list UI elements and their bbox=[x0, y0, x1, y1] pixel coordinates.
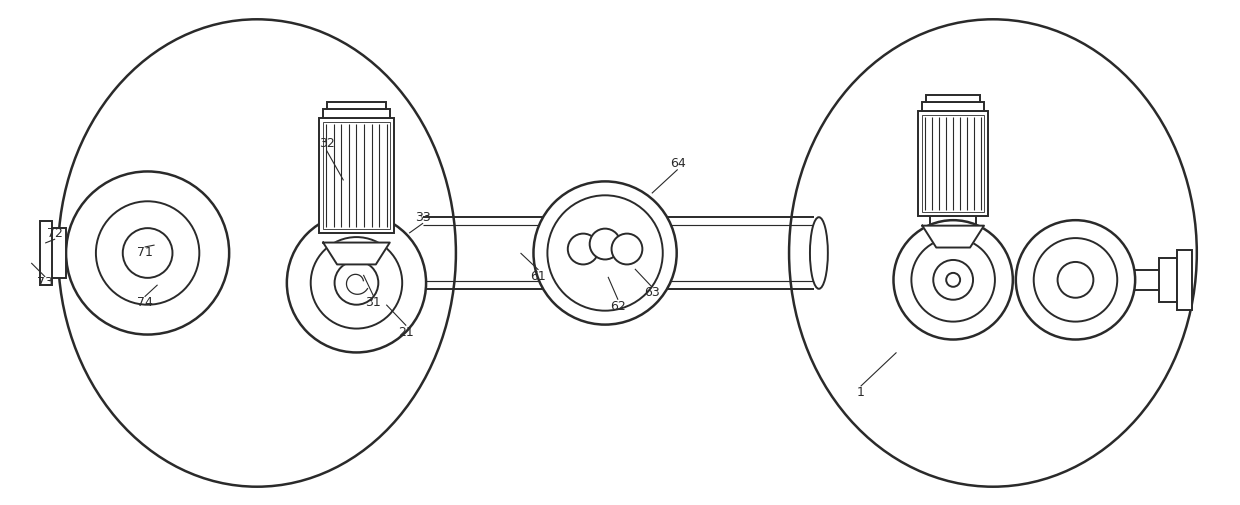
Text: 21: 21 bbox=[398, 326, 414, 339]
Bar bbox=[324, 122, 389, 229]
Polygon shape bbox=[923, 226, 985, 247]
Bar bbox=[919, 111, 988, 216]
Text: 1: 1 bbox=[857, 386, 864, 399]
Circle shape bbox=[911, 238, 994, 322]
Polygon shape bbox=[324, 242, 389, 265]
Circle shape bbox=[95, 201, 200, 305]
Bar bbox=[1177, 250, 1192, 310]
Circle shape bbox=[123, 228, 172, 278]
Circle shape bbox=[611, 234, 642, 265]
Circle shape bbox=[934, 260, 973, 300]
Circle shape bbox=[590, 229, 620, 260]
Text: 32: 32 bbox=[319, 137, 335, 150]
Ellipse shape bbox=[58, 19, 456, 487]
Circle shape bbox=[568, 234, 599, 265]
Circle shape bbox=[1016, 220, 1135, 339]
Bar bbox=[923, 103, 985, 111]
Bar bbox=[327, 103, 386, 109]
Bar bbox=[923, 115, 985, 212]
Text: 63: 63 bbox=[644, 286, 660, 299]
Text: 33: 33 bbox=[415, 211, 432, 224]
Text: 73: 73 bbox=[37, 276, 53, 289]
Bar bbox=[926, 95, 980, 103]
Bar bbox=[324, 109, 389, 118]
Circle shape bbox=[335, 261, 378, 305]
Ellipse shape bbox=[789, 19, 1197, 487]
Circle shape bbox=[1058, 262, 1094, 298]
Circle shape bbox=[894, 220, 1013, 339]
Ellipse shape bbox=[810, 217, 828, 289]
Circle shape bbox=[533, 181, 677, 325]
Text: 31: 31 bbox=[366, 296, 381, 309]
Text: 74: 74 bbox=[136, 296, 153, 309]
Circle shape bbox=[946, 273, 960, 287]
Bar bbox=[40, 221, 52, 285]
Bar bbox=[50, 228, 66, 278]
Text: 62: 62 bbox=[610, 300, 626, 313]
Circle shape bbox=[286, 213, 427, 352]
Text: 61: 61 bbox=[531, 270, 547, 283]
Circle shape bbox=[1034, 238, 1117, 322]
Text: 71: 71 bbox=[136, 246, 153, 260]
Circle shape bbox=[311, 237, 402, 329]
Bar bbox=[1159, 258, 1177, 301]
Text: 64: 64 bbox=[670, 157, 686, 170]
Text: 72: 72 bbox=[47, 227, 63, 239]
Circle shape bbox=[66, 172, 229, 334]
Bar bbox=[319, 118, 394, 233]
Circle shape bbox=[547, 195, 662, 311]
